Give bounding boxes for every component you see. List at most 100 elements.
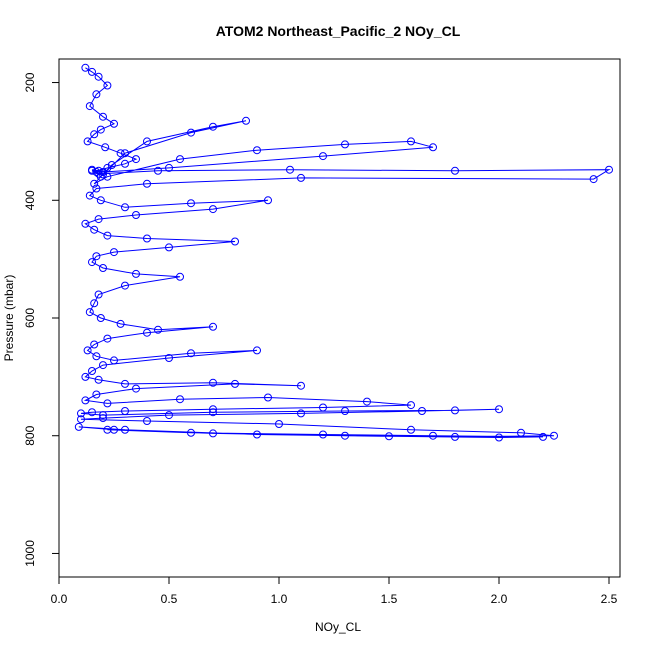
- data-point: [96, 196, 105, 205]
- data-point: [451, 166, 459, 175]
- data-point: [176, 395, 184, 404]
- data-point: [165, 354, 173, 362]
- data-point: [154, 325, 162, 334]
- x-tick-label: 0.0: [51, 592, 68, 606]
- data-point: [99, 414, 107, 423]
- data-point: [495, 405, 503, 414]
- data-point: [407, 401, 415, 410]
- data-point: [99, 411, 107, 420]
- data-point: [96, 125, 105, 134]
- data-point: [103, 399, 112, 408]
- data-point: [253, 346, 261, 355]
- data-point: [275, 420, 283, 428]
- data-point: [143, 179, 151, 188]
- data-point: [132, 211, 140, 219]
- data-point: [90, 179, 99, 188]
- data-point: [121, 425, 129, 434]
- data-point: [116, 319, 125, 328]
- data-point: [297, 409, 305, 418]
- data-point: [81, 63, 90, 72]
- data-point: [99, 112, 107, 121]
- data-point: [83, 137, 92, 146]
- data-point: [319, 152, 327, 161]
- data-point: [176, 155, 184, 164]
- data-point: [90, 340, 99, 349]
- data-point: [94, 72, 103, 81]
- data-point: [92, 352, 101, 361]
- data-point: [154, 166, 162, 175]
- data-point: [385, 432, 393, 441]
- data-point: [143, 417, 151, 425]
- data-point: [88, 258, 96, 267]
- data-point: [209, 205, 217, 214]
- data-point: [103, 163, 112, 172]
- data-point: [253, 146, 261, 155]
- data-point: [81, 219, 90, 228]
- data-point: [94, 215, 103, 224]
- data-point: [99, 361, 107, 370]
- data-point: [187, 349, 195, 358]
- x-tick-label: 1.5: [381, 592, 398, 606]
- data-point: [92, 252, 101, 261]
- data-point: [297, 173, 305, 182]
- y-tick-label: 800: [23, 425, 37, 445]
- data-point: [110, 356, 118, 365]
- data-point: [297, 381, 305, 390]
- data-point: [107, 161, 116, 169]
- data-point: [121, 149, 129, 158]
- x-tick-label: 2.5: [601, 592, 618, 606]
- data-point: [187, 128, 195, 137]
- data-point: [187, 199, 195, 208]
- data-point: [319, 430, 327, 439]
- y-tick-label: 400: [23, 190, 37, 210]
- data-point: [88, 408, 96, 417]
- data-point: [495, 433, 503, 442]
- data-point: [407, 137, 415, 146]
- data-point: [110, 248, 118, 257]
- series-lines: [78, 67, 611, 439]
- data-point: [209, 405, 217, 414]
- data-point: [363, 397, 371, 406]
- data-point: [132, 384, 140, 393]
- y-tick-label: 200: [23, 72, 37, 92]
- data-point: [116, 149, 125, 158]
- y-tick-label: 600: [23, 308, 37, 328]
- data-point: [94, 169, 103, 178]
- data-point: [83, 346, 92, 355]
- data-point: [589, 175, 598, 184]
- data-point: [165, 163, 173, 172]
- data-point: [96, 314, 105, 322]
- data-point: [101, 143, 110, 152]
- data-point: [143, 137, 151, 146]
- data-point: [121, 379, 129, 388]
- x-axis-label: NOy_CL: [315, 620, 361, 634]
- data-point: [90, 130, 99, 139]
- data-point: [209, 378, 217, 387]
- data-point: [90, 225, 99, 234]
- data-point: [132, 269, 140, 278]
- data-point: [209, 408, 217, 417]
- data-point: [429, 143, 437, 152]
- data-point: [121, 407, 129, 415]
- data-point: [77, 409, 85, 418]
- x-tick-label: 2.0: [491, 592, 508, 606]
- data-point: [92, 184, 101, 193]
- data-point: [92, 390, 101, 399]
- data-point: [341, 140, 349, 149]
- data-point: [103, 334, 112, 343]
- data-point: [92, 90, 101, 99]
- x-tick-label: 1.0: [271, 592, 288, 606]
- data-point: [110, 119, 118, 128]
- data-point: [99, 168, 107, 176]
- data-point: [103, 172, 112, 181]
- data-point: [85, 308, 94, 317]
- data-point: [103, 231, 112, 240]
- data-point: [319, 403, 327, 412]
- data-point: [451, 432, 459, 441]
- data-point: [242, 116, 250, 125]
- series-line: [78, 67, 611, 439]
- data-point: [231, 379, 239, 388]
- data-point: [517, 428, 525, 437]
- data-point: [209, 322, 217, 331]
- data-point: [143, 328, 151, 337]
